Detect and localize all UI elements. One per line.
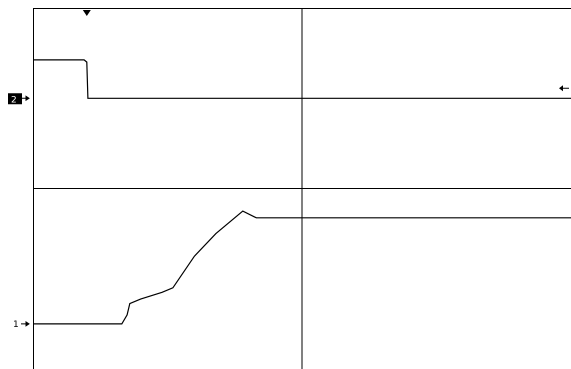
- channel-2-marker-box: [8, 93, 22, 105]
- trigger-level-arrow-head: [559, 85, 563, 92]
- screen-markers: 2 1: [8, 10, 569, 330]
- channel-1-marker-label: 1: [13, 320, 19, 330]
- graticule: [33, 8, 571, 369]
- trigger-position-icon: [82, 10, 91, 16]
- trigger-level-arrow-icon: [559, 85, 569, 92]
- channel-2-trace: [33, 59, 571, 99]
- channel-2-marker-label: 2: [11, 95, 17, 105]
- channel-1-trace: [33, 210, 571, 325]
- channel-1-ground-marker-icon: 1: [13, 320, 30, 330]
- channel-2-marker-arrow: [22, 95, 30, 102]
- channel-2-ground-marker-icon: 2: [8, 93, 30, 105]
- waveform-traces: [33, 59, 571, 325]
- channel-1-marker-arrow: [21, 320, 30, 327]
